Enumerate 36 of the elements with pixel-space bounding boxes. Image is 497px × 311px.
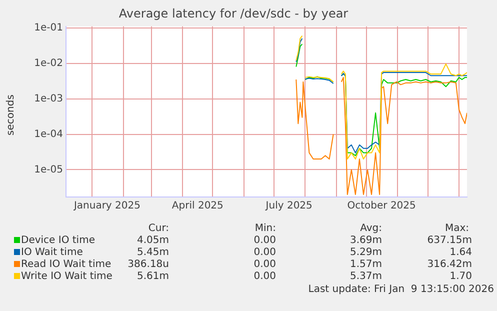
text: 0.00: [252, 235, 276, 246]
text: 1.57m: [348, 259, 382, 270]
y-axis-title: seconds: [6, 94, 16, 136]
y-tick-label: 1e-02: [34, 58, 63, 69]
text: 637.15m: [426, 235, 472, 246]
y-tick-label: 1e-05: [34, 164, 63, 176]
x-tick-label: April 2025: [172, 200, 224, 212]
text: Max:: [444, 223, 469, 234]
text: 0.00: [252, 271, 276, 282]
x-tick-label: July 2025: [264, 200, 312, 212]
text: Last update: Fri Jan 9 13:15:00 2026: [307, 284, 494, 295]
legend-label: Read IO Wait time: [20, 259, 112, 270]
y-tick-label: 1e-01: [34, 22, 63, 34]
y-tick-label: 1e-04: [34, 128, 63, 140]
text: 386.18u: [128, 259, 169, 270]
x-tick-label: January 2025: [72, 200, 140, 212]
text: Min:: [254, 223, 276, 234]
text: 316.42m: [426, 259, 472, 270]
text: 3.69m: [348, 235, 382, 246]
text: 1.64: [448, 247, 472, 258]
text: 5.37m: [348, 271, 382, 282]
text: 0.00: [252, 247, 276, 258]
text: 4.05m: [136, 235, 169, 246]
legend-label: Device IO time: [20, 235, 95, 246]
text: 5.61m: [136, 271, 169, 282]
text: Avg:: [359, 223, 382, 234]
text: Cur:: [147, 223, 169, 234]
y-tick-label: 1e-03: [34, 93, 63, 104]
text: 0.00: [252, 259, 276, 270]
text: 5.29m: [348, 247, 382, 258]
legend-label: IO Wait time: [20, 247, 83, 258]
text: 1.70: [448, 271, 472, 282]
legend-label: Write IO Wait time: [20, 271, 112, 282]
x-tick-label: October 2025: [347, 200, 416, 212]
chart-title: Average latency for /dev/sdc - by year: [118, 6, 348, 20]
text: 5.45m: [136, 247, 169, 258]
